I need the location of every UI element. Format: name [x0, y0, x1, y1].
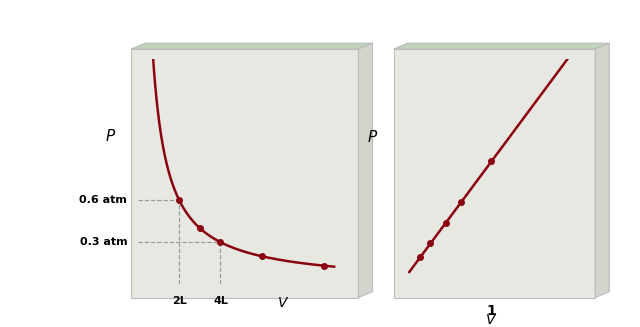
Text: $\mathbf{\mathit{P}}$: $\mathbf{\mathit{P}}$ — [367, 129, 378, 145]
Text: $\mathbf{\mathit{V}}$: $\mathbf{\mathit{V}}$ — [485, 313, 497, 327]
Text: 0.3 atm: 0.3 atm — [79, 237, 127, 247]
Text: 1: 1 — [486, 304, 496, 318]
Text: $\mathbf{\mathit{P}}$: $\mathbf{\mathit{P}}$ — [105, 129, 116, 145]
Text: $\mathbf{\mathit{V}}$: $\mathbf{\mathit{V}}$ — [276, 296, 289, 310]
Text: 0.6 atm: 0.6 atm — [79, 195, 127, 205]
Text: 2L: 2L — [172, 296, 186, 306]
Text: 4L: 4L — [213, 296, 228, 306]
